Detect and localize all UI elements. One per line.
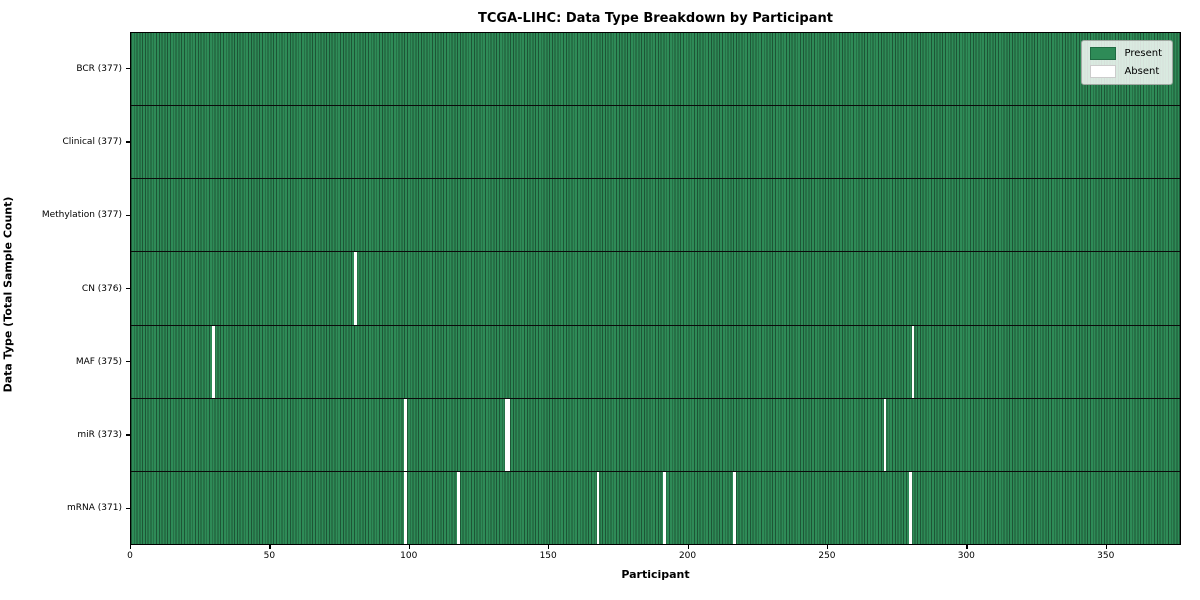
heatmap-row-Clinical <box>131 106 1180 180</box>
x-tick-label-250: 250 <box>818 551 836 561</box>
heatmap-rows <box>131 33 1180 544</box>
y-tick-label-BCR: BCR (377) <box>76 63 122 74</box>
absent-cell-miR-134 <box>504 398 508 471</box>
absent-cell-mRNA-167 <box>596 471 600 544</box>
legend: Present Absent <box>1081 40 1173 85</box>
absent-cell-miR-98 <box>404 398 407 471</box>
legend-swatch-present <box>1090 47 1117 60</box>
legend-swatch-absent <box>1090 65 1117 78</box>
legend-label: Absent <box>1124 66 1160 77</box>
absent-cell-mRNA-117 <box>457 471 460 544</box>
absent-cell-mRNA-216 <box>733 471 736 544</box>
absent-cell-mRNA-98 <box>404 471 407 544</box>
heatmap-row-mRNA <box>131 471 1180 544</box>
legend-entry-present: Present <box>1090 47 1162 60</box>
x-tick-label-100: 100 <box>400 551 418 561</box>
y-tick-mark <box>126 214 130 216</box>
x-tick-label-0: 0 <box>127 551 133 561</box>
x-tick-label-50: 50 <box>263 551 276 561</box>
x-tick-label-200: 200 <box>678 551 697 561</box>
absent-cell-CN-80 <box>354 252 357 325</box>
x-tick-mark <box>966 545 968 549</box>
absent-cell-MAF-29 <box>211 325 215 398</box>
absent-cell-MAF-280 <box>911 325 915 398</box>
y-tick-label-Methylation: Methylation (377) <box>41 210 122 221</box>
y-tick-label-miR: miR (373) <box>77 430 122 441</box>
y-tick-mark <box>126 141 130 143</box>
plot-area: Present Absent <box>130 32 1181 545</box>
x-tick-mark <box>687 545 689 549</box>
x-tick-mark <box>826 545 829 549</box>
legend-label: Present <box>1124 48 1162 59</box>
x-axis-label: Participant <box>621 568 690 581</box>
y-tick-mark <box>126 507 130 509</box>
y-tick-mark <box>126 68 130 70</box>
heatmap-row-miR <box>131 398 1180 472</box>
heatmap-row-BCR <box>131 33 1180 107</box>
y-tick-label-CN: CN (376) <box>81 283 122 294</box>
y-tick-label-MAF: MAF (375) <box>75 356 122 367</box>
absent-cell-mRNA-191 <box>663 471 667 544</box>
absent-cell-miR-270 <box>883 398 887 471</box>
x-tick-mark <box>130 545 132 549</box>
absent-cell-mRNA-279 <box>908 471 912 544</box>
y-tick-mark <box>126 287 130 290</box>
x-tick-label-150: 150 <box>539 551 557 561</box>
y-tick-label-Clinical: Clinical (377) <box>62 136 122 147</box>
legend-entry-absent: Absent <box>1090 65 1162 78</box>
chart-title: TCGA-LIHC: Data Type Breakdown by Partic… <box>478 11 833 26</box>
x-tick-mark <box>1105 545 1107 549</box>
x-tick-mark <box>408 545 410 549</box>
absent-cell-miR-135 <box>507 398 511 471</box>
y-tick-label-mRNA: mRNA (371) <box>67 503 122 514</box>
heatmap-row-MAF <box>131 325 1180 399</box>
x-tick-mark <box>548 545 550 549</box>
x-tick-mark <box>269 545 271 549</box>
x-tick-label-350: 350 <box>1097 551 1115 561</box>
heatmap-row-Methylation <box>131 179 1180 253</box>
x-tick-label-300: 300 <box>957 551 975 561</box>
y-tick-mark <box>126 434 130 436</box>
heatmap-row-CN <box>131 252 1180 326</box>
y-tick-mark <box>126 361 130 363</box>
